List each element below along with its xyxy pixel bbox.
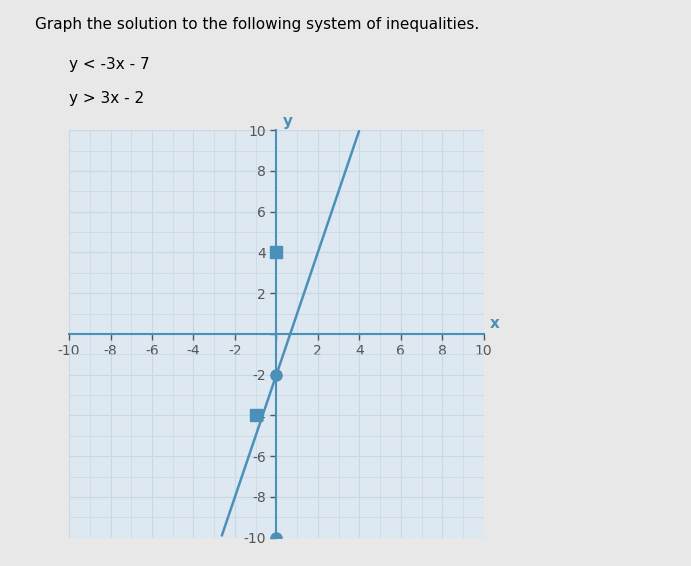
Text: Graph the solution to the following system of inequalities.: Graph the solution to the following syst…	[35, 17, 479, 32]
Text: y < -3x - 7: y < -3x - 7	[69, 57, 150, 72]
Text: y: y	[283, 114, 292, 129]
Text: x: x	[490, 316, 500, 331]
Text: y > 3x - 2: y > 3x - 2	[69, 91, 144, 106]
